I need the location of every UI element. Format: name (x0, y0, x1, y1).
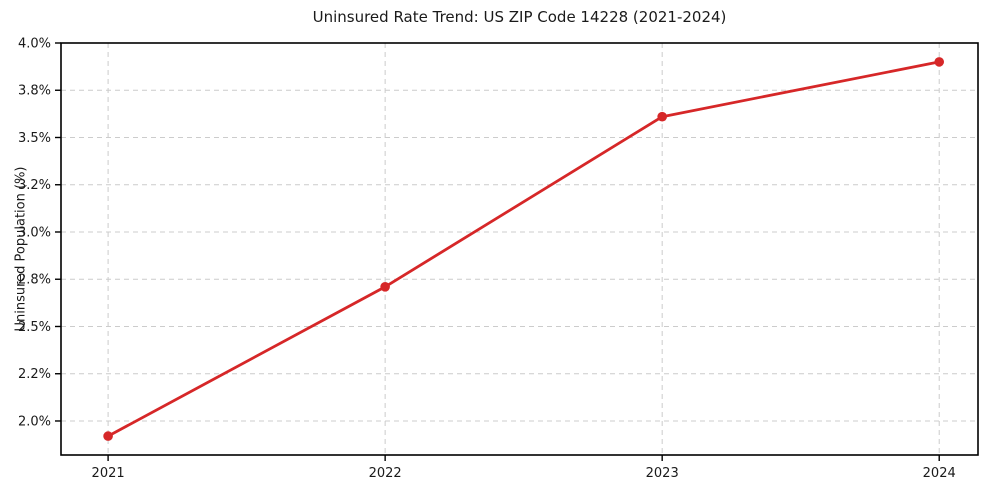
trend-line (106, 60, 941, 438)
y-tick-label: 3.5% (18, 131, 51, 146)
chart-title: Uninsured Rate Trend: US ZIP Code 14228 … (312, 8, 727, 26)
x-tick-label: 2021 (92, 466, 125, 481)
y-tick-label: 2.8% (18, 273, 51, 288)
y-tick-label: 2.0% (18, 414, 51, 429)
y-tick-label: 3.2% (18, 178, 51, 193)
data-point (657, 111, 667, 122)
y-tick-label: 2.5% (18, 320, 51, 335)
axes-border (60, 42, 979, 456)
y-tick-label: 3.8% (18, 84, 51, 99)
y-tick-label: 3.0% (18, 225, 51, 240)
x-tick-label: 2023 (646, 466, 679, 481)
data-point (934, 57, 945, 67)
y-tick-label: 2.2% (18, 367, 51, 382)
x-tick-label: 2022 (369, 466, 402, 481)
data-point (380, 281, 390, 292)
x-tick-label: 2024 (923, 466, 956, 481)
y-tick-label: 4.0% (18, 37, 51, 52)
data-point (103, 431, 113, 441)
